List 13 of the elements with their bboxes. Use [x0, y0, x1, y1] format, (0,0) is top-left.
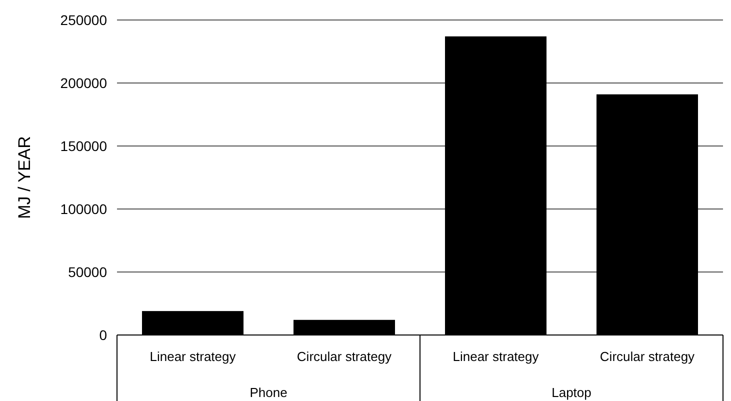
- text: Phone: [250, 385, 288, 400]
- y-axis-title: MJ / YEAR: [15, 136, 34, 219]
- y-tick-label: 50000: [68, 264, 108, 280]
- x-tick-label: Linear strategy: [452, 349, 540, 364]
- y-tick-label: 0: [99, 326, 108, 343]
- x-tick-label: Circular strategy: [296, 349, 392, 364]
- x-tick-label: Circular strategy: [600, 349, 696, 364]
- y-tick-label: 200000: [60, 74, 108, 91]
- y-tick-label: 100000: [60, 200, 108, 217]
- y-tick-label: 250000: [60, 12, 108, 28]
- y-tick-label: 150000: [60, 138, 108, 154]
- x-tick-label: Linear strategy: [150, 349, 236, 364]
- text: Laptop: [552, 385, 592, 400]
